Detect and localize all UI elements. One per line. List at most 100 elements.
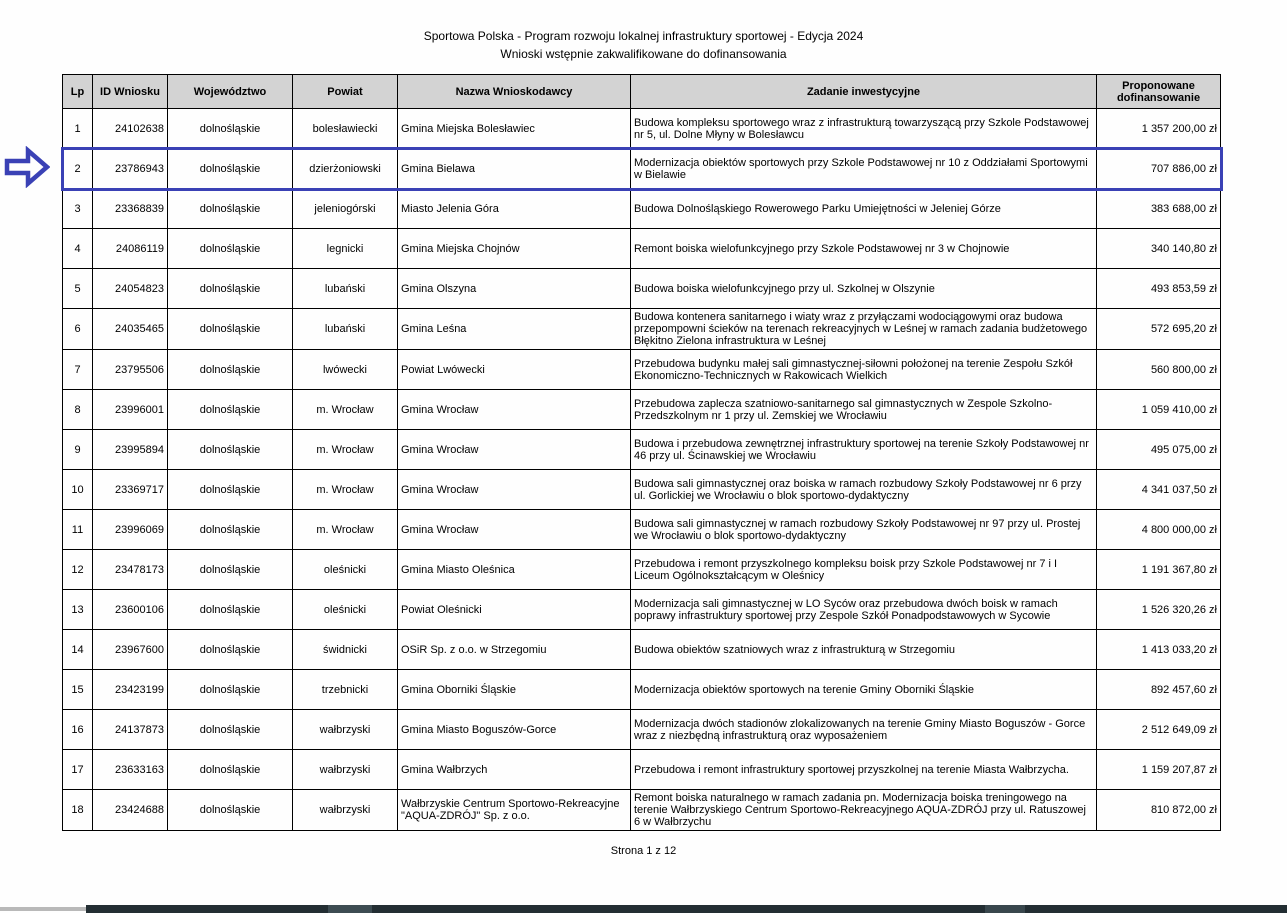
- cell-wojewodztwo: dolnośląskie: [167, 549, 293, 590]
- cell-zadanie-inwestycyjne: Budowa Dolnośląskiego Rowerowego Parku U…: [630, 188, 1097, 229]
- cell-wojewodztwo: dolnośląskie: [167, 349, 293, 390]
- cell-id-wniosku: 24054823: [92, 268, 168, 309]
- cell-lp: 6: [62, 308, 93, 350]
- table-row: 9 23995894 dolnośląskie m. Wrocław Gmina Wro…: [62, 429, 1221, 470]
- cell-zadanie-inwestycyjne: Przebudowa budynku małej sali gimnastycz…: [630, 349, 1097, 390]
- taskbar-left-segment: [0, 907, 86, 911]
- cell-lp: 13: [62, 589, 93, 630]
- cell-id-wniosku: 23795506: [92, 349, 168, 390]
- cell-lp: 17: [62, 749, 93, 790]
- cell-id-wniosku: 23786943: [92, 148, 168, 189]
- cell-lp: 4: [62, 228, 93, 269]
- cell-nazwa-wnioskodawcy: Gmina Miasto Boguszów-Gorce: [397, 709, 631, 750]
- cell-id-wniosku: 23424688: [92, 789, 168, 831]
- cell-powiat: świdnicki: [292, 629, 398, 670]
- cell-proponowane-dofinansowanie: 2 512 649,09 zł: [1096, 709, 1221, 750]
- taskbar-strip: [0, 905, 1287, 913]
- cell-powiat: lwówecki: [292, 349, 398, 390]
- cell-lp: 7: [62, 349, 93, 390]
- cell-powiat: m. Wrocław: [292, 469, 398, 510]
- cell-powiat: trzebnicki: [292, 669, 398, 710]
- table-row: 3 23368839 dolnośląskie jeleniogórski Miasto…: [62, 188, 1221, 229]
- cell-powiat: oleśnicki: [292, 589, 398, 630]
- cell-id-wniosku: 23478173: [92, 549, 168, 590]
- cell-wojewodztwo: dolnośląskie: [167, 589, 293, 630]
- cell-nazwa-wnioskodawcy: Gmina Bielawa: [397, 148, 631, 189]
- cell-lp: 1: [62, 108, 93, 149]
- table-row: 11 23996069 dolnośląskie m. Wrocław Gmina Wr…: [62, 509, 1221, 550]
- cell-nazwa-wnioskodawcy: Gmina Wrocław: [397, 389, 631, 430]
- cell-wojewodztwo: dolnośląskie: [167, 188, 293, 229]
- cell-zadanie-inwestycyjne: Budowa sali gimnastycznej oraz boiska w …: [630, 469, 1097, 510]
- cell-nazwa-wnioskodawcy: OSiR Sp. z o.o. w Strzegomiu: [397, 629, 631, 670]
- cell-zadanie-inwestycyjne: Modernizacja obiektów sportowych na tere…: [630, 669, 1097, 710]
- cell-lp: 3: [62, 188, 93, 229]
- cell-proponowane-dofinansowanie: 495 075,00 zł: [1096, 429, 1221, 470]
- cell-proponowane-dofinansowanie: 1 526 320,26 zł: [1096, 589, 1221, 630]
- applications-table: Lp ID Wniosku Województwo Powiat Nazwa W…: [62, 74, 1221, 831]
- cell-nazwa-wnioskodawcy: Gmina Wrocław: [397, 429, 631, 470]
- cell-wojewodztwo: dolnośląskie: [167, 108, 293, 149]
- taskbar-item-patch[interactable]: [985, 905, 1025, 913]
- table-row: 5 24054823 dolnośląskie lubański Gmina Olszy…: [62, 268, 1221, 309]
- cell-nazwa-wnioskodawcy: Gmina Oborniki Śląskie: [397, 669, 631, 710]
- cell-powiat: lubański: [292, 308, 398, 350]
- cell-id-wniosku: 23967600: [92, 629, 168, 670]
- cell-wojewodztwo: dolnośląskie: [167, 228, 293, 269]
- cell-powiat: m. Wrocław: [292, 509, 398, 550]
- document-title: Sportowa Polska - Program rozwoju lokaln…: [0, 0, 1287, 63]
- table-row: 18 23424688 dolnośląskie wałbrzyski Wałbrzys…: [62, 789, 1221, 831]
- cell-wojewodztwo: dolnośląskie: [167, 429, 293, 470]
- header-proponowane-dofinansowanie: Proponowane dofinansowanie: [1096, 74, 1221, 109]
- table-row: 12 23478173 dolnośląskie oleśnicki Gmina Mia…: [62, 549, 1221, 590]
- cell-powiat: wałbrzyski: [292, 789, 398, 831]
- cell-powiat: wałbrzyski: [292, 709, 398, 750]
- cell-powiat: jeleniogórski: [292, 188, 398, 229]
- cell-proponowane-dofinansowanie: 1 059 410,00 zł: [1096, 389, 1221, 430]
- cell-wojewodztwo: dolnośląskie: [167, 629, 293, 670]
- cell-lp: 12: [62, 549, 93, 590]
- table-row: 15 23423199 dolnośląskie trzebnicki Gmina Ob…: [62, 669, 1221, 710]
- cell-zadanie-inwestycyjne: Przebudowa i remont przyszkolnego komple…: [630, 549, 1097, 590]
- cell-nazwa-wnioskodawcy: Miasto Jelenia Góra: [397, 188, 631, 229]
- cell-proponowane-dofinansowanie: 560 800,00 zł: [1096, 349, 1221, 390]
- cell-zadanie-inwestycyjne: Budowa kompleksu sportowego wraz z infra…: [630, 108, 1097, 149]
- title-line-2: Wnioski wstępnie zakwalifikowane do dofi…: [500, 47, 787, 61]
- table-header: Lp ID Wniosku Województwo Powiat Nazwa W…: [62, 74, 1221, 109]
- cell-nazwa-wnioskodawcy: Gmina Miasto Oleśnica: [397, 549, 631, 590]
- cell-zadanie-inwestycyjne: Budowa i przebudowa zewnętrznej infrastr…: [630, 429, 1097, 470]
- table-row: 7 23795506 dolnośląskie lwówecki Powiat Lwów…: [62, 349, 1221, 390]
- cell-id-wniosku: 24035465: [92, 308, 168, 350]
- cell-lp: 14: [62, 629, 93, 670]
- taskbar-item-patch[interactable]: [328, 905, 372, 913]
- cell-wojewodztwo: dolnośląskie: [167, 789, 293, 831]
- cell-proponowane-dofinansowanie: 707 886,00 zł: [1096, 148, 1221, 189]
- cell-id-wniosku: 23600106: [92, 589, 168, 630]
- cell-id-wniosku: 23633163: [92, 749, 168, 790]
- cell-id-wniosku: 23369717: [92, 469, 168, 510]
- header-zadanie-inwestycyjne: Zadanie inwestycyjne: [630, 74, 1097, 109]
- taskbar-dark-bar[interactable]: [86, 905, 1287, 913]
- cell-wojewodztwo: dolnośląskie: [167, 148, 293, 189]
- cell-zadanie-inwestycyjne: Przebudowa i remont infrastruktury sport…: [630, 749, 1097, 790]
- cell-powiat: dzierżoniowski: [292, 148, 398, 189]
- cell-zadanie-inwestycyjne: Budowa kontenera sanitarnego i wiaty wra…: [630, 308, 1097, 350]
- cell-proponowane-dofinansowanie: 572 695,20 zł: [1096, 308, 1221, 350]
- cell-id-wniosku: 24102638: [92, 108, 168, 149]
- cell-zadanie-inwestycyjne: Budowa obiektów szatniowych wraz z infra…: [630, 629, 1097, 670]
- header-wojewodztwo: Województwo: [167, 74, 293, 109]
- cell-id-wniosku: 23368839: [92, 188, 168, 229]
- cell-proponowane-dofinansowanie: 892 457,60 zł: [1096, 669, 1221, 710]
- cell-powiat: m. Wrocław: [292, 429, 398, 470]
- cell-wojewodztwo: dolnośląskie: [167, 308, 293, 350]
- cell-id-wniosku: 24137873: [92, 709, 168, 750]
- cell-zadanie-inwestycyjne: Budowa sali gimnastycznej w ramach rozbu…: [630, 509, 1097, 550]
- header-nazwa-wnioskodawcy: Nazwa Wnioskodawcy: [397, 74, 631, 109]
- table-body: 1 24102638 dolnośląskie bolesławiecki Gmina …: [62, 108, 1221, 831]
- cell-id-wniosku: 23423199: [92, 669, 168, 710]
- cell-nazwa-wnioskodawcy: Powiat Oleśnicki: [397, 589, 631, 630]
- cell-proponowane-dofinansowanie: 1 159 207,87 zł: [1096, 749, 1221, 790]
- cell-lp: 2: [62, 148, 93, 189]
- cell-proponowane-dofinansowanie: 810 872,00 zł: [1096, 789, 1221, 831]
- cell-lp: 9: [62, 429, 93, 470]
